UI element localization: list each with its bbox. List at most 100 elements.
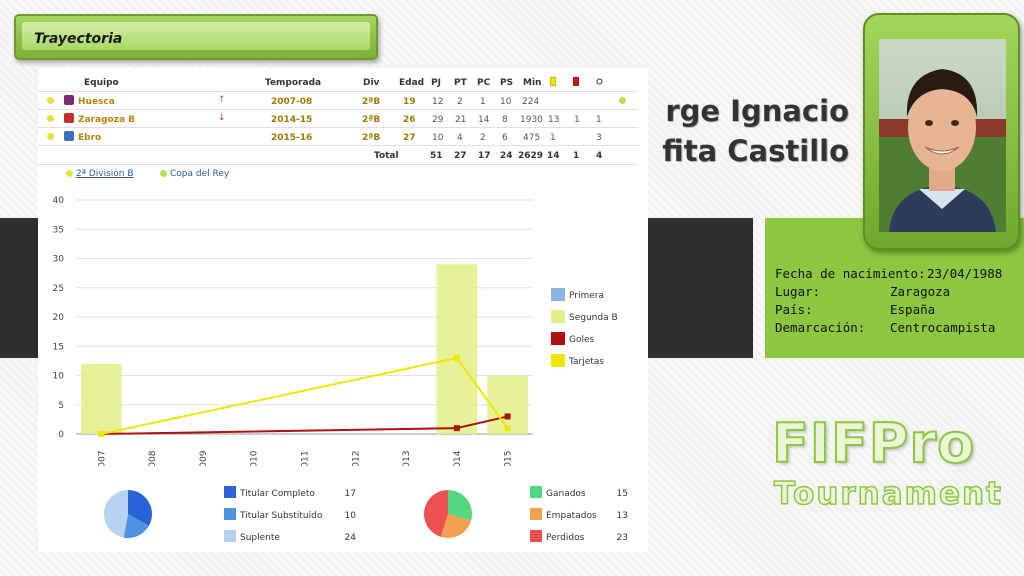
legend-cup-link[interactable]: Copa del Rey — [170, 169, 230, 179]
legend-swatch — [551, 310, 565, 323]
total-pc: 17 — [478, 151, 491, 161]
pie-legend-label: Ganados — [546, 489, 586, 499]
total-red: 1 — [573, 151, 580, 161]
y-tick-label: 20 — [53, 313, 65, 323]
row-divider — [38, 127, 638, 128]
th-pj: PJ — [431, 78, 441, 88]
th-ps: PS — [500, 78, 514, 88]
row-pj: 10 — [432, 133, 444, 143]
pie-legend-value: 24 — [345, 533, 357, 543]
row-divider — [38, 109, 638, 110]
player-photo — [879, 39, 1006, 232]
info-position: Demarcación: Centrocampista — [775, 320, 996, 335]
pie-legend-swatch — [530, 530, 542, 542]
row-goals: 1 — [596, 115, 602, 125]
cup-dot — [619, 97, 626, 104]
trend-down-icon: ↓ — [218, 113, 226, 123]
pie-slice — [128, 490, 152, 526]
row-age: 19 — [403, 97, 416, 107]
pie-slice — [440, 514, 472, 538]
red-card-icon — [573, 77, 579, 86]
x-tick-label: 2014 — [453, 450, 463, 466]
row-divider — [38, 164, 638, 165]
row-min: 475 — [523, 133, 541, 143]
club-crest-icon — [64, 95, 74, 105]
legend-swatch — [551, 354, 565, 367]
pie-legend-label: Empatados — [546, 511, 597, 521]
section-title-tab: Trayectoria — [14, 14, 378, 60]
pie-legend-label: Perdidos — [546, 533, 585, 543]
club-crest-icon — [64, 113, 74, 123]
pie-legend-value: 23 — [617, 533, 628, 543]
league-dot — [47, 133, 54, 140]
row-season: 2015-16 — [271, 133, 313, 143]
total-pj: 51 — [430, 151, 443, 161]
legend-league-dot — [66, 170, 73, 177]
pie-legend-swatch — [224, 508, 236, 520]
player-portrait-icon — [879, 69, 1006, 232]
league-dot — [47, 97, 54, 104]
legend-swatch — [551, 288, 565, 301]
pie-slice — [448, 490, 473, 521]
legend-label: Tarjetas — [568, 357, 604, 367]
pie-legend-swatch — [224, 486, 236, 498]
row-age: 27 — [403, 133, 416, 143]
row-div: 2ªB — [362, 133, 381, 143]
x-tick-label: 2009 — [199, 450, 209, 466]
row-yellow: 1 — [550, 133, 556, 143]
row-red: 1 — [574, 115, 580, 125]
stats-screenshot: Equipo Temporada Div Edad PJ PT PC PS Mi… — [38, 68, 648, 552]
y-tick-label: 30 — [53, 255, 65, 265]
yellow-card-icon — [550, 77, 556, 86]
row-season: 2014-15 — [271, 115, 313, 125]
bar — [81, 363, 122, 434]
row-min: 1930 — [520, 115, 543, 125]
total-min: 2629 — [518, 151, 544, 161]
x-tick-label: 2013 — [402, 451, 412, 466]
pie-legend-value: 13 — [617, 511, 628, 521]
y-tick-label: 10 — [53, 372, 65, 382]
y-tick-label: 25 — [53, 284, 64, 294]
y-tick-label: 15 — [53, 342, 64, 352]
row-ps: 6 — [502, 133, 508, 143]
x-tick-label: 2012 — [351, 451, 361, 466]
bar — [487, 375, 528, 434]
bar — [436, 264, 478, 434]
row-age: 26 — [403, 115, 416, 125]
y-tick-label: 35 — [53, 225, 64, 235]
series-point — [504, 413, 511, 420]
legend-cup-dot — [160, 170, 167, 177]
row-pc: 1 — [480, 97, 486, 107]
row-yellow: 13 — [548, 115, 560, 125]
tournament-logo-text: Tournament — [773, 475, 1003, 513]
series-point — [504, 425, 511, 432]
pie-legend-label: Suplente — [240, 533, 280, 543]
legend-label: Primera — [569, 291, 604, 301]
player-name-line2: fita Castillo — [662, 134, 849, 168]
row-pt: 21 — [455, 115, 467, 125]
series-point — [453, 354, 460, 361]
th-age: Edad — [399, 78, 425, 88]
player-photo-frame — [863, 13, 1020, 250]
row-team: Ebro — [78, 133, 102, 143]
total-ps: 24 — [500, 151, 513, 161]
row-pc: 2 — [480, 133, 486, 143]
series-point — [98, 431, 105, 437]
row-pt: 4 — [457, 133, 463, 143]
legend-league-link[interactable]: 2ª División B — [76, 169, 134, 179]
info-birthdate: Fecha de nacimiento: 23/04/1988 — [775, 266, 1003, 281]
row-team: Huesca — [78, 97, 115, 107]
row-season: 2007-08 — [271, 97, 313, 107]
total-label: Total — [374, 151, 399, 161]
row-ps: 10 — [500, 97, 512, 107]
legend-label: Goles — [569, 335, 595, 345]
info-place: Lugar: Zaragoza — [775, 284, 951, 299]
row-pc: 14 — [478, 115, 490, 125]
series-point — [453, 425, 460, 432]
row-pj: 12 — [432, 97, 444, 107]
row-ps: 8 — [502, 115, 508, 125]
pie-slice — [104, 490, 128, 538]
th-team: Equipo — [84, 78, 119, 88]
player-name-line1: rge Ignacio — [665, 94, 849, 128]
pie-legend-swatch — [224, 530, 236, 542]
